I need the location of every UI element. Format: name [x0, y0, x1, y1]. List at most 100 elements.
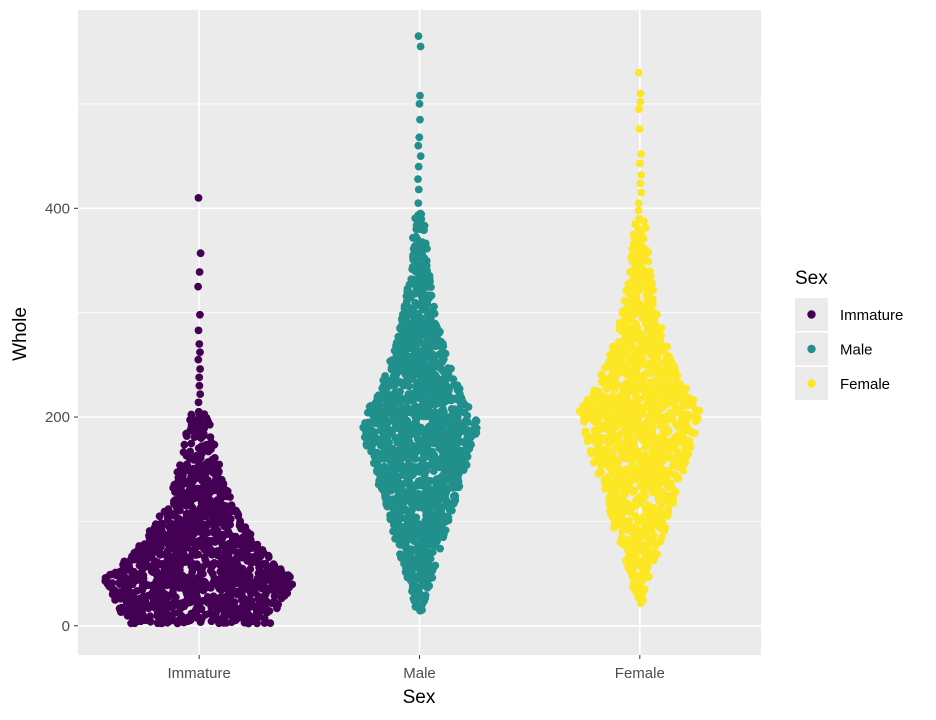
data-point [438, 443, 446, 452]
data-point [213, 551, 222, 560]
data-point [190, 588, 199, 597]
data-point [197, 597, 206, 606]
data-point [634, 371, 643, 380]
data-point [628, 571, 637, 580]
data-point [598, 434, 606, 442]
data-point [646, 433, 654, 442]
data-point [456, 459, 465, 468]
data-point [643, 543, 652, 551]
data-point [656, 404, 665, 413]
data-point [418, 579, 427, 588]
data-point [642, 246, 651, 255]
data-point [260, 598, 269, 607]
data-point [416, 209, 425, 218]
data-point [655, 380, 664, 389]
data-point [410, 584, 418, 593]
data-point [416, 91, 424, 100]
data-point [246, 565, 255, 573]
y-tick-label: 0 [62, 618, 70, 635]
data-point [168, 571, 177, 579]
data-point [382, 490, 391, 499]
data-point [239, 600, 248, 608]
data-point [423, 270, 431, 278]
data-point [394, 520, 403, 529]
data-point [210, 454, 219, 462]
data-point [159, 595, 168, 604]
data-point [623, 346, 632, 355]
data-point [637, 150, 645, 158]
data-point [412, 593, 421, 602]
data-point [415, 100, 424, 108]
data-point [127, 619, 135, 628]
data-point [432, 497, 441, 506]
data-point [671, 446, 680, 454]
data-point [413, 285, 422, 294]
data-point [628, 400, 637, 409]
data-point [416, 566, 424, 574]
data-point [424, 427, 433, 436]
data-point [182, 451, 191, 460]
data-point [631, 276, 640, 285]
data-point [425, 340, 434, 349]
data-point [407, 464, 415, 473]
data-point [596, 412, 604, 420]
data-point [438, 433, 447, 441]
data-point [382, 500, 391, 509]
data-point [180, 440, 189, 449]
data-point [625, 478, 634, 487]
data-point [667, 410, 676, 419]
data-point [627, 253, 636, 262]
data-point [630, 435, 639, 443]
data-point [602, 404, 611, 413]
data-point [634, 298, 642, 307]
data-point [429, 437, 438, 446]
data-point [395, 540, 404, 549]
data-point [383, 381, 392, 389]
data-point [204, 490, 213, 499]
data-point [455, 385, 464, 393]
data-point [664, 508, 673, 517]
data-point [624, 331, 633, 339]
data-point [168, 591, 177, 599]
data-point [241, 573, 250, 581]
data-point [451, 492, 460, 501]
data-point [153, 619, 162, 627]
data-point [646, 527, 655, 536]
data-point [416, 42, 425, 51]
data-point [612, 469, 621, 478]
data-point [190, 494, 199, 503]
data-point [371, 433, 380, 442]
data-point [439, 339, 447, 348]
data-point [374, 480, 383, 489]
data-point [683, 400, 691, 409]
data-point [446, 506, 454, 515]
data-point [641, 224, 650, 232]
data-point [172, 480, 180, 489]
data-point [626, 455, 635, 464]
data-point [421, 549, 430, 558]
data-point [180, 618, 188, 627]
data-point [634, 495, 643, 503]
data-point [149, 588, 157, 597]
data-point [408, 531, 417, 540]
data-point [175, 557, 184, 566]
data-point [196, 310, 204, 319]
data-point [200, 577, 209, 586]
data-point [659, 443, 668, 452]
data-point [628, 244, 637, 253]
data-point [165, 523, 174, 532]
data-point [621, 485, 630, 493]
data-point [620, 361, 629, 369]
data-point [464, 403, 473, 411]
data-point [243, 527, 252, 536]
data-point [639, 575, 648, 584]
data-point [408, 336, 416, 345]
data-point [582, 405, 591, 414]
data-point [115, 578, 124, 587]
data-point [410, 513, 418, 521]
data-point [195, 340, 204, 348]
data-point [134, 609, 142, 618]
data-point [427, 283, 435, 291]
data-point [665, 445, 674, 454]
data-point [623, 388, 632, 396]
